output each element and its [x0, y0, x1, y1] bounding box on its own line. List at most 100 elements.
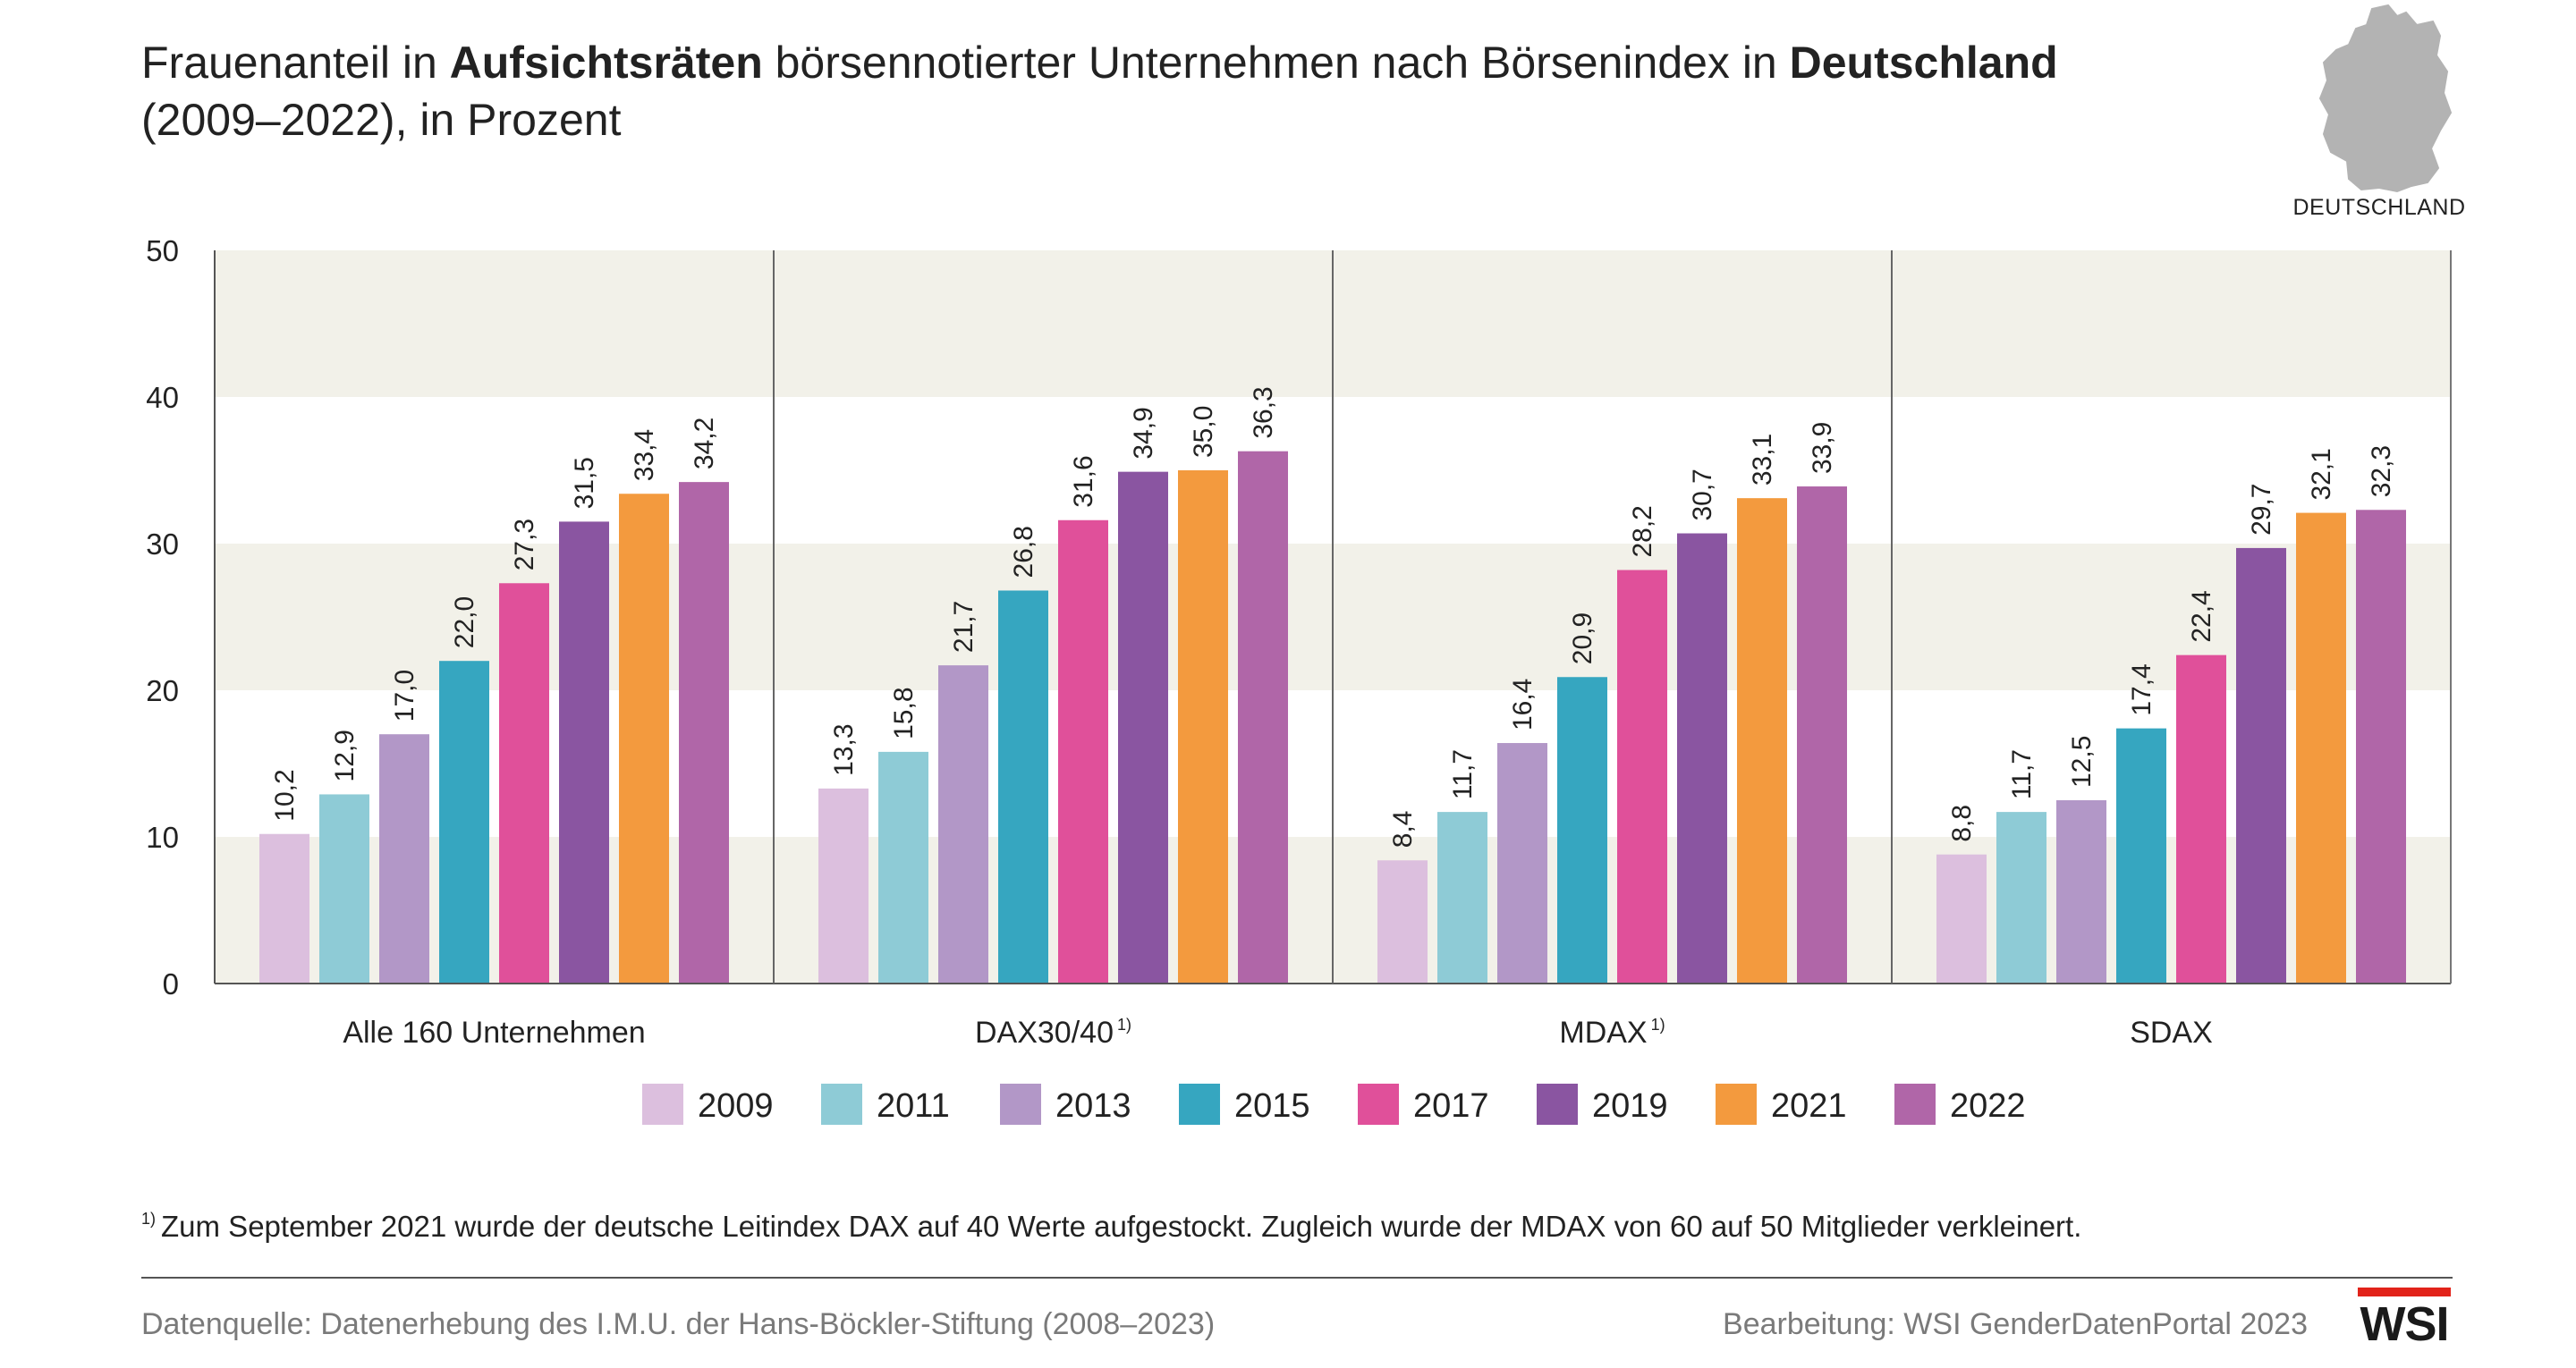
data-label: 27,3: [510, 519, 539, 570]
data-label: 11,7: [1448, 749, 1478, 799]
bar: [1437, 812, 1487, 984]
data-label: 32,1: [2307, 448, 2336, 500]
bar: [1617, 570, 1667, 984]
data-label: 21,7: [949, 601, 979, 653]
data-label: 8,8: [1947, 805, 1977, 842]
bar: [938, 665, 988, 984]
legend-label: 2009: [698, 1087, 774, 1125]
bar: [379, 734, 429, 984]
bar: [2296, 512, 2346, 984]
bar: [2236, 547, 2286, 984]
legend-label: 2011: [877, 1087, 950, 1125]
bar: [1118, 471, 1168, 984]
data-label: 16,4: [1508, 679, 1538, 730]
data-label: 12,5: [2067, 736, 2097, 788]
data-label: 34,2: [690, 418, 719, 469]
data-label: 8,4: [1388, 811, 1418, 849]
germany-map-icon: [2318, 4, 2453, 193]
category-label: DAX30/40 1): [975, 1016, 1131, 1050]
title-part: Frauenanteil in: [141, 38, 450, 88]
bar: [2356, 510, 2406, 984]
bar: [1737, 498, 1787, 984]
data-label: 22,0: [450, 596, 479, 648]
title-part: börsennotierter Unternehmen nach Börseni…: [762, 38, 1790, 88]
bar: [1677, 533, 1727, 984]
data-source: Datenquelle: Datenerhebung des I.M.U. de…: [141, 1307, 1216, 1341]
data-label: 31,6: [1069, 455, 1098, 507]
legend-label: 2015: [1234, 1087, 1310, 1125]
category-label: MDAX 1): [1559, 1016, 1665, 1050]
chart-title: Frauenanteil in Aufsichtsräten börsennot…: [141, 34, 2199, 148]
legend-label: 2017: [1413, 1087, 1489, 1125]
y-tick-label: 0: [163, 967, 179, 1001]
bar: [1058, 519, 1108, 984]
y-tick-label: 50: [146, 234, 179, 267]
bar: [259, 833, 309, 984]
legend-swatch: [1716, 1084, 1757, 1125]
title-part: Deutschland: [1789, 38, 2058, 88]
data-label: 28,2: [1628, 505, 1657, 557]
bar: [878, 751, 928, 984]
bar: [319, 794, 369, 984]
bar: [679, 482, 729, 984]
footer-divider: [141, 1277, 2453, 1279]
bar: [1936, 854, 1987, 984]
bar: [818, 788, 869, 984]
data-label: 17,4: [2127, 663, 2157, 715]
y-tick-label: 30: [146, 528, 179, 561]
data-label: 36,3: [1249, 386, 1278, 438]
bar: [1557, 677, 1607, 984]
bar: [1377, 860, 1428, 984]
legend-swatch: [1000, 1084, 1041, 1125]
bar: [1996, 812, 2046, 984]
bar: [439, 661, 489, 984]
footnote: 1) Zum September 2021 wurde der deutsche …: [141, 1210, 2081, 1244]
data-label: 22,4: [2187, 590, 2216, 642]
category-label: SDAX: [2130, 1016, 2213, 1050]
data-label: 10,2: [270, 769, 300, 821]
bar-chart: 0 10 20 30 40 50 Alle 160 Unternehmen DAX30/40…: [146, 234, 2452, 1125]
data-label: 33,4: [630, 429, 659, 481]
legend-label: 2019: [1592, 1087, 1668, 1125]
bar: [1797, 486, 1847, 984]
bar: [1238, 451, 1288, 984]
data-label: 31,5: [570, 457, 599, 509]
data-label: 35,0: [1189, 406, 1218, 458]
legend-swatch: [1537, 1084, 1578, 1125]
title-part: (2009–2022), in Prozent: [141, 95, 622, 145]
title-part: Aufsichtsräten: [449, 38, 763, 88]
wsi-logo: WSI: [2358, 1288, 2451, 1351]
legend-swatch: [642, 1084, 683, 1125]
data-label: 33,9: [1808, 422, 1837, 474]
bar: [1178, 470, 1228, 984]
bar: [2176, 654, 2226, 984]
data-label: 15,8: [889, 687, 919, 739]
data-label: 11,7: [2007, 749, 2037, 799]
footnote-text: Zum September 2021 wurde der deutsche Le…: [161, 1210, 2082, 1243]
category-label: Alle 160 Unternehmen: [343, 1016, 645, 1050]
bar: [559, 521, 609, 984]
bar: [2056, 800, 2106, 984]
y-tick-label: 10: [146, 821, 179, 854]
bar: [998, 590, 1048, 984]
legend-swatch: [821, 1084, 862, 1125]
legend-swatch: [1358, 1084, 1399, 1125]
bar: [619, 494, 669, 984]
footnote-mark: 1): [141, 1210, 157, 1228]
y-tick-label: 20: [146, 674, 179, 707]
data-label: 34,9: [1129, 407, 1158, 459]
legend-label: 2013: [1055, 1087, 1131, 1125]
map-label: DEUTSCHLAND: [2292, 195, 2466, 220]
bar: [499, 583, 549, 984]
bar: [1497, 743, 1547, 984]
data-label: 29,7: [2247, 484, 2276, 536]
y-tick-label: 40: [146, 381, 179, 414]
data-label: 32,3: [2367, 445, 2396, 497]
data-label: 33,1: [1748, 434, 1777, 486]
data-label: 20,9: [1568, 612, 1597, 664]
legend-swatch: [1179, 1084, 1220, 1125]
data-label: 30,7: [1688, 469, 1717, 520]
data-label: 17,0: [390, 670, 419, 722]
bar: [2116, 728, 2166, 984]
legend-label: 2022: [1950, 1087, 2026, 1125]
